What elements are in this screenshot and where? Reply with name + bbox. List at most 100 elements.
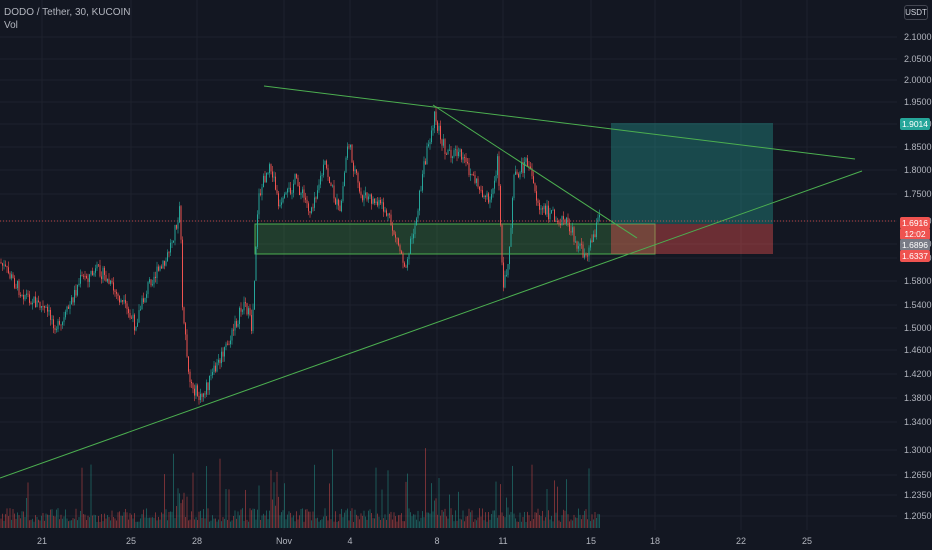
volume-bar <box>444 508 446 528</box>
volume-bar <box>231 520 233 528</box>
volume-bar <box>573 514 575 528</box>
volume-bar <box>51 509 53 528</box>
candle-body <box>452 156 453 158</box>
mid-price-tag: 1.6896 <box>900 239 930 251</box>
volume-bar <box>30 519 32 528</box>
price-tick-label: 1.4200 <box>904 369 932 379</box>
volume-bar <box>369 509 371 528</box>
volume-bar <box>389 513 390 528</box>
price-tick-label: 1.3400 <box>904 417 932 427</box>
volume-bar <box>459 518 461 528</box>
volume-bar <box>83 514 84 528</box>
volume-bar <box>155 512 156 528</box>
volume-bar <box>234 510 236 528</box>
volume-bar <box>527 511 528 528</box>
candle-body <box>261 187 263 196</box>
candle-body <box>477 178 479 187</box>
candle-body <box>107 278 108 282</box>
time-tick-label: 4 <box>347 536 352 546</box>
candle-body <box>180 206 182 240</box>
candle-body <box>372 198 374 204</box>
candle-body <box>569 222 570 232</box>
volume-bar <box>287 514 288 528</box>
volume-bar <box>230 521 231 528</box>
candle-body <box>480 189 482 191</box>
volume-bar <box>86 520 87 528</box>
volume-bar <box>471 510 473 528</box>
volume-bar <box>375 467 377 528</box>
candle-body <box>263 175 264 188</box>
candle-body <box>408 253 410 260</box>
candle-body <box>537 200 539 203</box>
volume-bar <box>299 515 300 528</box>
volume-bar <box>261 515 263 528</box>
candle-body <box>456 149 458 157</box>
volume-bar <box>336 521 338 528</box>
zones <box>254 123 773 255</box>
volume-bar <box>453 521 455 528</box>
volume-bar <box>141 514 143 528</box>
volume-bar <box>228 489 230 528</box>
candle-body <box>332 185 333 187</box>
volume-bar <box>159 519 161 528</box>
volume-bar <box>200 510 201 528</box>
candle-body <box>300 193 302 196</box>
candle-body <box>167 252 168 262</box>
candle-body <box>153 276 155 285</box>
candle-body <box>333 185 335 199</box>
candle-body <box>207 382 209 391</box>
candle-body <box>324 160 326 165</box>
volume-bar <box>582 515 584 528</box>
candle-body <box>305 197 306 200</box>
volume-bar <box>57 508 59 528</box>
volume-bar <box>87 515 89 528</box>
volume-bar <box>198 511 200 528</box>
candle-body <box>74 289 75 303</box>
volume-bar <box>363 510 365 528</box>
candle-body <box>416 218 417 226</box>
volume-bar <box>177 488 179 528</box>
time-tick-label: 8 <box>434 536 439 546</box>
volume-bar <box>570 519 572 528</box>
candle-body <box>326 160 327 169</box>
volume-bar <box>35 515 36 528</box>
candle-body <box>86 275 87 279</box>
currency-button[interactable]: USDT <box>904 5 928 20</box>
volume-bar <box>516 521 518 528</box>
volume-bar <box>108 517 110 528</box>
volume-bar <box>116 520 117 528</box>
volume-bar <box>558 520 560 528</box>
volume-bar <box>2 513 3 528</box>
candle-body <box>215 365 216 372</box>
volume-bar <box>168 512 170 528</box>
volume-bar <box>107 515 108 528</box>
volume-bar <box>255 519 257 528</box>
volume-bar <box>425 448 426 528</box>
candle-body <box>371 194 372 204</box>
time-tick-label: 25 <box>802 536 812 546</box>
candle-body <box>320 175 321 185</box>
candle-body <box>459 149 461 152</box>
symbol-title[interactable]: DODO / Tether, 30, KUCOIN <box>4 7 131 18</box>
candle-body <box>357 172 359 183</box>
volume-bar <box>60 514 62 528</box>
volume-bar <box>483 520 485 528</box>
volume-bar <box>423 517 425 528</box>
volume-bar <box>482 508 483 528</box>
volume-legend-label[interactable]: Vol <box>4 20 18 31</box>
volume-bar <box>209 521 210 528</box>
candle-body <box>344 172 345 187</box>
candle-body <box>111 280 113 283</box>
candle-body <box>315 197 317 199</box>
volume-bar <box>383 518 384 528</box>
volume-bar <box>153 517 155 528</box>
candle-body <box>245 302 246 304</box>
volume-bar <box>21 511 23 528</box>
volume-bar <box>395 516 396 528</box>
candle-body <box>234 321 236 331</box>
current-price-tag: 1.6916 <box>900 217 930 229</box>
candle-body <box>422 174 423 191</box>
candle-body <box>288 187 290 189</box>
candle-body <box>519 172 521 178</box>
